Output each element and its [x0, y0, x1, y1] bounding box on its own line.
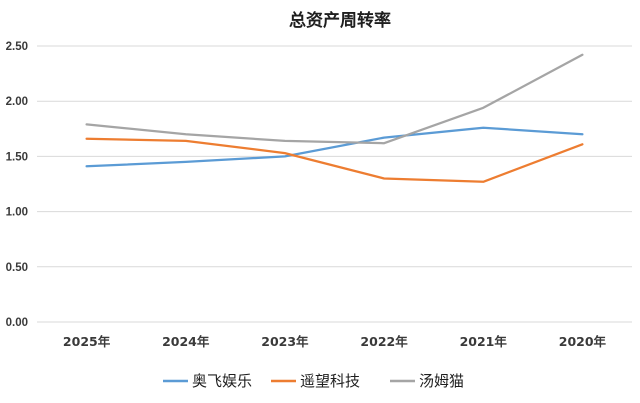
y-tick-label: 1.00	[6, 207, 28, 219]
x-tick-label: 2022年	[360, 334, 408, 349]
legend-label: 遥望科技	[300, 372, 360, 390]
series-lines	[85, 53, 584, 183]
x-tick-label: 2020年	[559, 334, 607, 349]
legend: 奥飞娱乐 遥望科技 汤姆猫	[163, 372, 464, 390]
x-tick-label: 2024年	[162, 334, 210, 349]
legend-label: 奥飞娱乐	[192, 372, 252, 390]
y-tick-label: 2.00	[6, 96, 28, 108]
y-tick-label: 0.50	[6, 262, 28, 274]
series-line	[85, 137, 584, 183]
y-tick-label: 0.00	[6, 317, 28, 329]
x-tick-label: 2021年	[460, 334, 508, 349]
y-tick-label: 1.50	[6, 151, 28, 163]
x-tick-label: 2025年	[63, 334, 111, 349]
legend-label: 汤姆猫	[419, 372, 464, 390]
x-tick-label: 2023年	[261, 334, 309, 349]
series-line	[85, 126, 584, 168]
series-line	[85, 53, 584, 145]
gridlines	[37, 45, 632, 323]
y-tick-label: 2.50	[6, 41, 28, 53]
chart-title: 总资产周转率	[289, 10, 391, 31]
x-axis-ticks: 2025年 2024年 2023年 2022年 2021年 2020年	[63, 334, 607, 349]
y-axis-ticks: 0.00 0.50 1.00 1.50 2.00 2.50	[6, 41, 28, 329]
